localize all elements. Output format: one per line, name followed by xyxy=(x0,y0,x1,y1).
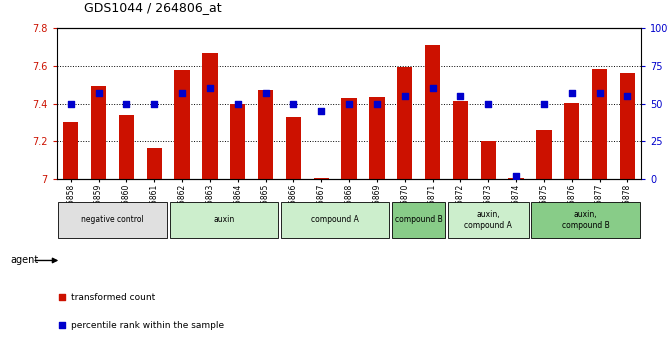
Text: negative control: negative control xyxy=(81,215,144,225)
Bar xyxy=(146,148,162,179)
Point xyxy=(57,323,67,328)
Bar xyxy=(230,105,245,179)
Bar xyxy=(425,45,440,179)
Bar xyxy=(313,178,329,179)
Point xyxy=(176,90,187,96)
Point xyxy=(232,101,243,106)
Bar xyxy=(392,202,445,238)
Bar xyxy=(281,202,389,238)
Bar xyxy=(58,202,167,238)
Point xyxy=(316,108,327,114)
Point xyxy=(260,90,271,96)
Text: percentile rank within the sample: percentile rank within the sample xyxy=(71,321,224,330)
Bar xyxy=(341,98,357,179)
Point xyxy=(595,90,605,96)
Bar xyxy=(536,130,552,179)
Bar xyxy=(258,90,273,179)
Bar xyxy=(369,97,385,179)
Point xyxy=(57,295,67,300)
Bar xyxy=(397,68,412,179)
Text: compound B: compound B xyxy=(395,215,442,225)
Bar xyxy=(448,202,528,238)
Bar xyxy=(286,117,301,179)
Point xyxy=(94,90,104,96)
Bar xyxy=(453,101,468,179)
Point xyxy=(149,101,160,106)
Text: agent: agent xyxy=(10,256,38,265)
Bar xyxy=(564,102,579,179)
Bar xyxy=(480,141,496,179)
Point xyxy=(288,101,299,106)
Bar xyxy=(174,70,190,179)
Text: GDS1044 / 264806_at: GDS1044 / 264806_at xyxy=(84,1,221,14)
Bar xyxy=(508,178,524,179)
Bar xyxy=(202,53,218,179)
Bar xyxy=(531,202,640,238)
Text: auxin,
compound A: auxin, compound A xyxy=(464,210,512,230)
Point xyxy=(399,93,410,99)
Point xyxy=(455,93,466,99)
Bar xyxy=(63,122,78,179)
Point xyxy=(483,101,494,106)
Point xyxy=(65,101,76,106)
Point xyxy=(371,101,382,106)
Bar xyxy=(170,202,278,238)
Point xyxy=(204,86,215,91)
Point xyxy=(428,86,438,91)
Point xyxy=(538,101,549,106)
Point xyxy=(121,101,132,106)
Bar xyxy=(620,73,635,179)
Point xyxy=(622,93,633,99)
Text: auxin,
compound B: auxin, compound B xyxy=(562,210,609,230)
Point xyxy=(343,101,354,106)
Bar xyxy=(91,87,106,179)
Text: compound A: compound A xyxy=(311,215,359,225)
Text: auxin: auxin xyxy=(213,215,234,225)
Point xyxy=(566,90,577,96)
Text: transformed count: transformed count xyxy=(71,293,155,302)
Bar xyxy=(119,115,134,179)
Bar xyxy=(592,69,607,179)
Point xyxy=(510,174,521,179)
